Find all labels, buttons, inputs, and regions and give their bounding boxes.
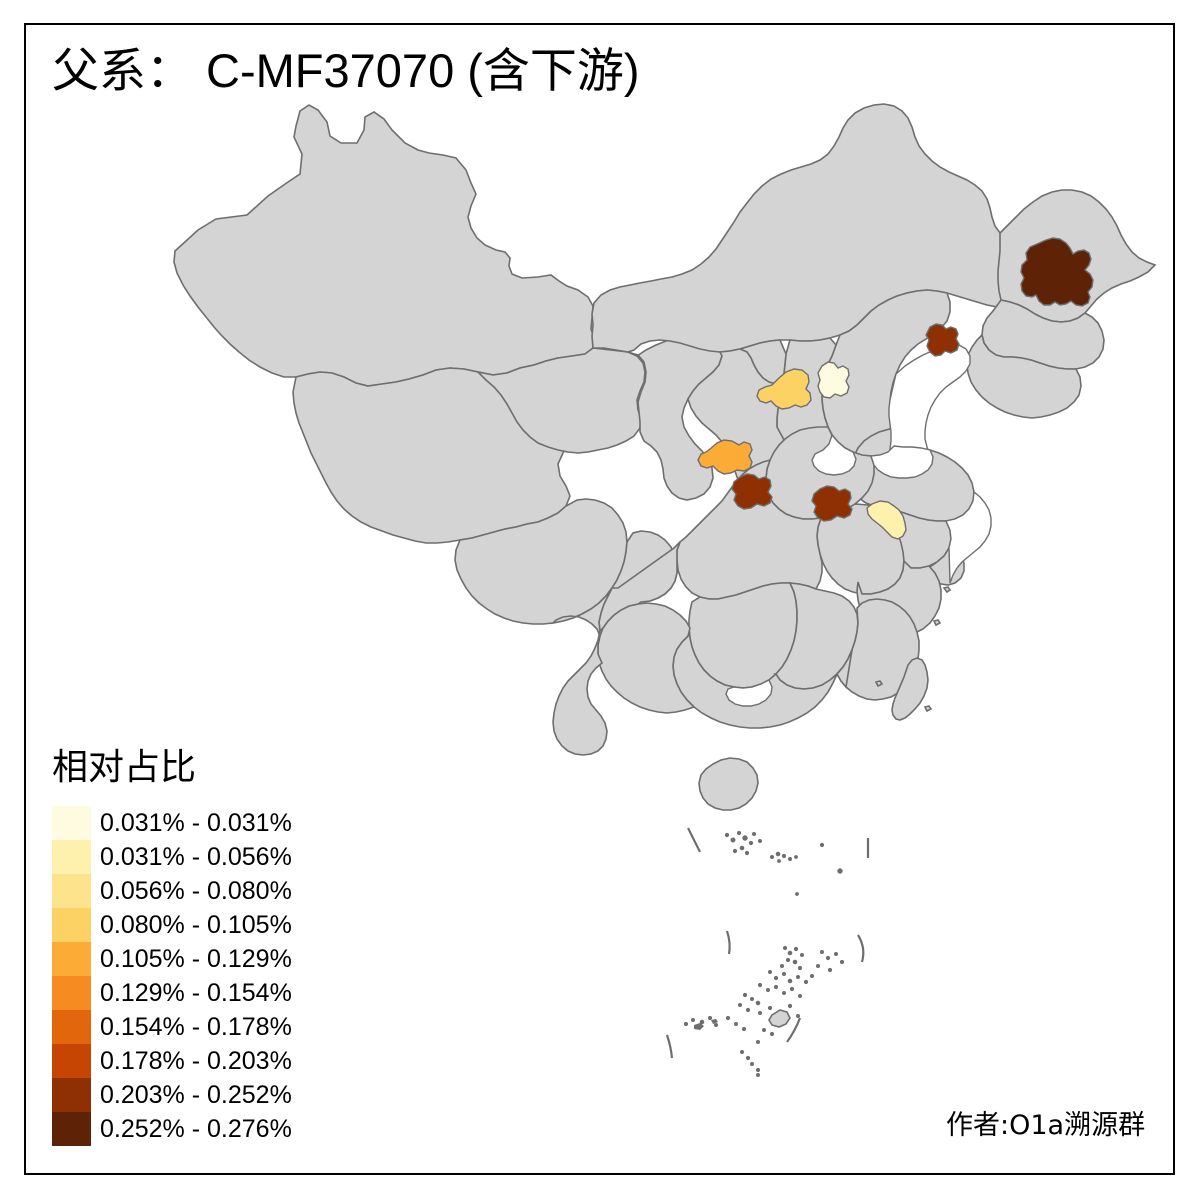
region-shanxi-taiyuan[interactable] xyxy=(756,368,812,410)
legend: 相对占比 0.031% - 0.031% 0.031% - 0.056% 0.0… xyxy=(52,748,352,1146)
region-hubei-wuhan[interactable] xyxy=(731,473,773,510)
region-shanxi-notch xyxy=(811,433,857,476)
legend-row[interactable]: 0.031% - 0.056% xyxy=(52,840,352,874)
province-xinjiang xyxy=(173,104,595,387)
island-dots xyxy=(683,830,845,1077)
legend-row[interactable]: 0.154% - 0.178% xyxy=(52,1010,352,1044)
legend-swatch xyxy=(52,1112,91,1146)
legend-swatch xyxy=(52,840,91,874)
legend-row[interactable]: 0.129% - 0.154% xyxy=(52,976,352,1010)
legend-label: 0.252% - 0.276% xyxy=(100,1115,292,1143)
island-bits-west xyxy=(694,1019,718,1030)
legend-label: 0.080% - 0.105% xyxy=(100,911,292,939)
province-yunnan xyxy=(550,587,613,756)
page-title: 父系： C-MF37070 (含下游) xyxy=(52,44,640,97)
region-yellow-sea-nodata xyxy=(945,490,992,584)
legend-label: 0.031% - 0.056% xyxy=(100,843,292,871)
region-heilongjiang-harbin[interactable] xyxy=(1020,237,1094,307)
legend-swatch xyxy=(52,976,91,1010)
legend-title: 相对占比 xyxy=(52,747,197,788)
region-anhui-hefei[interactable] xyxy=(811,485,853,522)
south-china-sea-layer xyxy=(665,827,870,1077)
legend-swatch xyxy=(52,1078,91,1112)
province-hainan xyxy=(698,757,759,811)
nodata-layer xyxy=(725,344,992,707)
legend-label: 0.105% - 0.129% xyxy=(100,945,292,973)
legend-label: 0.056% - 0.080% xyxy=(100,877,292,905)
legend-row[interactable]: 0.031% - 0.031% xyxy=(52,806,352,840)
legend-label: 0.203% - 0.252% xyxy=(100,1081,292,1109)
region-liaoning-shenyang[interactable] xyxy=(925,323,960,357)
legend-row[interactable]: 0.056% - 0.080% xyxy=(52,874,352,908)
region-hunan-notch xyxy=(725,679,773,707)
legend-row[interactable]: 0.252% - 0.276% xyxy=(52,1112,352,1146)
legend-swatch xyxy=(52,1044,91,1078)
region-jiangsu-shanghai[interactable] xyxy=(866,500,907,540)
legend-row[interactable]: 0.203% - 0.252% xyxy=(52,1078,352,1112)
province-guangxi xyxy=(597,602,696,714)
legend-label: 0.031% - 0.031% xyxy=(100,809,292,837)
province-sichuan xyxy=(454,498,628,625)
legend-swatch xyxy=(52,806,91,840)
legend-label: 0.178% - 0.203% xyxy=(100,1047,292,1075)
legend-row[interactable]: 0.178% - 0.203% xyxy=(52,1044,352,1078)
legend-label: 0.154% - 0.178% xyxy=(100,1013,292,1041)
legend-swatch xyxy=(52,1010,91,1044)
nine-dash-line xyxy=(665,827,870,1059)
island-outline-larger xyxy=(768,1009,791,1028)
data-regions-layer xyxy=(697,237,1094,540)
legend-swatch xyxy=(52,942,91,976)
province-guizhou xyxy=(598,541,681,633)
coastal-islands xyxy=(874,586,952,713)
legend-row[interactable]: 0.105% - 0.129% xyxy=(52,942,352,976)
author-credit: 作者:O1a溯源群 xyxy=(946,1110,1146,1141)
region-beijing[interactable] xyxy=(817,361,850,399)
province-taiwan xyxy=(891,657,929,721)
region-shaanxi-xian[interactable] xyxy=(697,439,753,475)
legend-label: 0.129% - 0.154% xyxy=(100,979,292,1007)
region-jiangsu-white-notch xyxy=(870,445,934,479)
province-base-layer xyxy=(173,103,1157,811)
legend-row[interactable]: 0.080% - 0.105% xyxy=(52,908,352,942)
province-liaoning xyxy=(966,333,1082,419)
legend-swatch xyxy=(52,908,91,942)
legend-swatch xyxy=(52,874,91,908)
